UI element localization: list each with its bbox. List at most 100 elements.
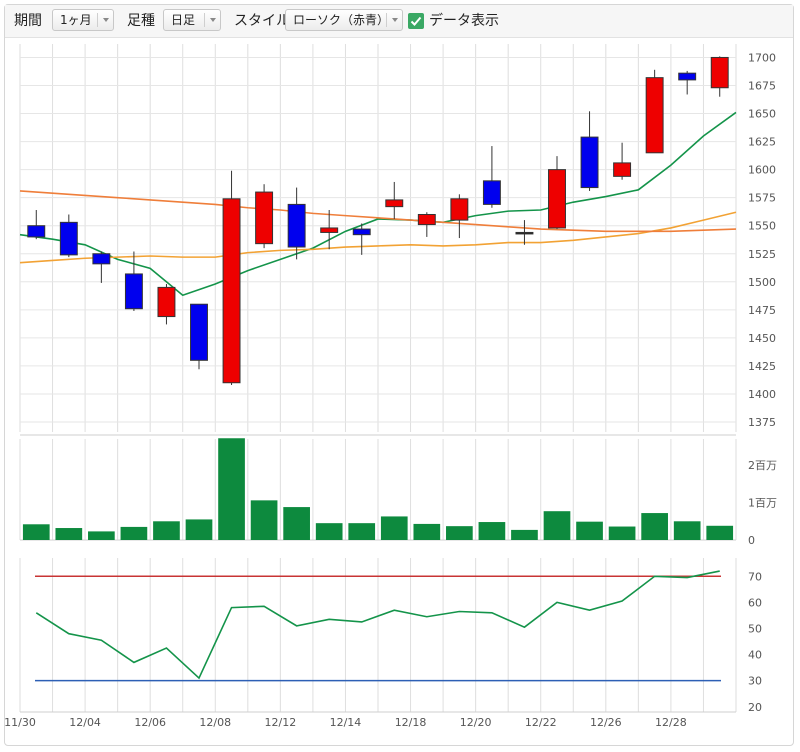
interval-value: 日足 bbox=[171, 13, 196, 27]
chevron-down-icon bbox=[103, 18, 109, 22]
candle-body bbox=[255, 191, 274, 245]
select-divider bbox=[97, 13, 98, 27]
candle-body bbox=[645, 77, 664, 154]
period-label: 期間 bbox=[14, 13, 42, 29]
volume-bar bbox=[120, 526, 148, 540]
volume-bar bbox=[478, 522, 506, 540]
volume-axis-tick-label: 2百万 bbox=[748, 459, 777, 472]
volume-bar bbox=[608, 526, 636, 540]
x-axis-tick-label: 12/28 bbox=[655, 716, 687, 729]
volume-bar bbox=[218, 438, 245, 540]
x-axis-tick-label: 12/12 bbox=[265, 716, 297, 729]
x-axis-tick-label: 12/06 bbox=[134, 716, 166, 729]
volume-bar bbox=[185, 519, 213, 540]
period-value: 1ヶ月 bbox=[60, 13, 92, 27]
price-axis-tick-label: 1425 bbox=[748, 360, 776, 373]
moving-average-line bbox=[19, 190, 737, 233]
price-axis-tick-label: 1575 bbox=[748, 192, 776, 205]
oscillator-axis-tick-label: 30 bbox=[748, 675, 762, 688]
candle-body bbox=[157, 286, 176, 318]
volume-bar bbox=[315, 523, 343, 540]
candle-body bbox=[320, 227, 339, 233]
volume-bar bbox=[55, 528, 83, 540]
price-axis-tick-label: 1450 bbox=[748, 332, 776, 345]
price-axis-tick-label: 1675 bbox=[748, 80, 776, 93]
candle-body bbox=[124, 273, 143, 310]
oscillator-axis-tick-label: 20 bbox=[748, 701, 762, 714]
candle-body bbox=[352, 228, 371, 236]
price-axis-tick-label: 1625 bbox=[748, 136, 776, 149]
candle-body bbox=[450, 198, 469, 221]
select-divider bbox=[204, 13, 205, 27]
checkmark-icon bbox=[410, 16, 422, 26]
x-axis-tick-label: 11/30 bbox=[4, 716, 36, 729]
volume-bar bbox=[673, 521, 701, 540]
volume-axis-tick-label: 1百万 bbox=[748, 497, 777, 510]
volume-bar bbox=[446, 526, 473, 540]
candle-body bbox=[710, 56, 729, 89]
volume-axis-tick-label: 0 bbox=[748, 534, 755, 547]
style-value: ローソク（赤青） bbox=[293, 13, 390, 27]
volume-bar bbox=[576, 521, 603, 540]
x-axis-tick-label: 12/20 bbox=[460, 716, 492, 729]
price-axis-tick-label: 1400 bbox=[748, 388, 776, 401]
oscillator-axis-tick-label: 50 bbox=[748, 622, 762, 635]
candle-body bbox=[678, 72, 697, 81]
interval-select[interactable]: 日足 bbox=[163, 9, 221, 31]
x-axis-tick-label: 12/18 bbox=[395, 716, 427, 729]
x-axis-tick-label: 12/22 bbox=[525, 716, 557, 729]
candle-body bbox=[92, 253, 111, 265]
style-label: スタイル bbox=[234, 13, 290, 29]
candle-body bbox=[27, 225, 46, 238]
candle-body bbox=[59, 221, 78, 256]
chevron-down-icon bbox=[210, 18, 216, 22]
volume-bar bbox=[413, 523, 441, 540]
interval-label: 足種 bbox=[127, 13, 155, 29]
volume-bar bbox=[250, 500, 278, 540]
volume-bar bbox=[706, 525, 734, 540]
candle-body bbox=[190, 303, 208, 361]
price-axis-tick-label: 1475 bbox=[748, 304, 776, 317]
candle-body bbox=[385, 199, 404, 208]
x-axis-tick-label: 12/04 bbox=[69, 716, 101, 729]
oscillator-axis-tick-label: 40 bbox=[748, 649, 762, 662]
volume-bar bbox=[380, 516, 408, 540]
price-axis-tick-label: 1650 bbox=[748, 108, 776, 121]
price-axis-tick-label: 1500 bbox=[748, 276, 776, 289]
volume-bar bbox=[283, 507, 310, 540]
moving-average-line bbox=[19, 111, 737, 297]
data-display-checkbox[interactable] bbox=[408, 13, 424, 29]
volume-bar bbox=[153, 521, 180, 540]
volume-bar bbox=[641, 513, 668, 540]
candle-body bbox=[482, 180, 501, 205]
candle-body bbox=[417, 213, 436, 226]
select-divider bbox=[386, 13, 387, 27]
price-axis-tick-label: 1525 bbox=[748, 248, 776, 261]
candle-body bbox=[548, 169, 566, 229]
candle-body bbox=[613, 162, 632, 177]
x-axis-tick-label: 12/26 bbox=[590, 716, 622, 729]
chevron-down-icon bbox=[392, 18, 398, 22]
moving-average-line bbox=[19, 211, 737, 264]
price-axis-tick-label: 1550 bbox=[748, 220, 776, 233]
volume-bar bbox=[348, 523, 376, 540]
candle-body bbox=[515, 231, 534, 235]
candle-body bbox=[287, 203, 306, 248]
data-display-label[interactable]: データ表示 bbox=[429, 13, 499, 29]
candle-body bbox=[580, 136, 599, 189]
price-axis-tick-label: 1600 bbox=[748, 164, 776, 177]
volume-bar bbox=[511, 529, 538, 540]
oscillator-axis-tick-label: 60 bbox=[748, 596, 762, 609]
x-axis-tick-label: 12/14 bbox=[330, 716, 362, 729]
candle-body bbox=[222, 198, 241, 384]
x-axis-tick-label: 12/08 bbox=[199, 716, 231, 729]
oscillator-line bbox=[35, 570, 720, 680]
volume-bar bbox=[543, 511, 571, 540]
style-select[interactable]: ローソク（赤青） bbox=[285, 9, 403, 31]
volume-bar bbox=[88, 531, 115, 540]
oscillator-axis-tick-label: 70 bbox=[748, 570, 762, 583]
period-select[interactable]: 1ヶ月 bbox=[52, 9, 114, 31]
volume-bar bbox=[22, 524, 50, 540]
price-axis-tick-label: 1375 bbox=[748, 416, 776, 429]
